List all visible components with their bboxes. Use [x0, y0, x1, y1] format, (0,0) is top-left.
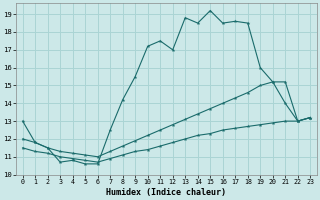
X-axis label: Humidex (Indice chaleur): Humidex (Indice chaleur) — [107, 188, 227, 197]
